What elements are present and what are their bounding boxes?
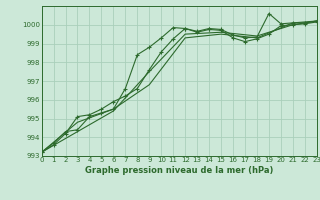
X-axis label: Graphe pression niveau de la mer (hPa): Graphe pression niveau de la mer (hPa) — [85, 166, 273, 175]
